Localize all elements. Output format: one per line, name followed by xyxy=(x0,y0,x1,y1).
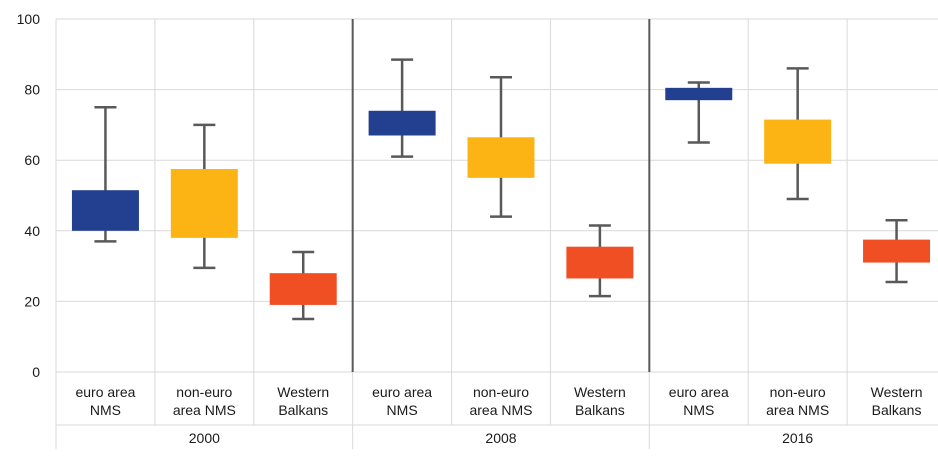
x-group-label: 2000 xyxy=(189,430,220,446)
x-category-label-line1: euro area xyxy=(372,384,432,400)
box-western-balkans xyxy=(566,246,634,279)
x-category-label-line1: euro area xyxy=(75,384,135,400)
box-non-euro-area-nms xyxy=(764,119,832,164)
x-category-label-line1: non-euro xyxy=(176,384,232,400)
x-group-label: 2008 xyxy=(485,430,516,446)
y-tick-label: 0 xyxy=(32,364,40,380)
x-category-label-line1: non-euro xyxy=(473,384,529,400)
box-non-euro-area-nms xyxy=(467,137,535,178)
x-category-label-line1: euro area xyxy=(669,384,729,400)
x-category-label-line2: area NMS xyxy=(766,402,829,418)
x-category-label-line1: non-euro xyxy=(770,384,826,400)
y-tick-label: 80 xyxy=(24,82,40,98)
x-category-label-line2: area NMS xyxy=(469,402,532,418)
x-category-label-line2: Balkans xyxy=(872,402,922,418)
box-non-euro-area-nms xyxy=(170,169,238,238)
box-euro-area-nms xyxy=(71,190,139,231)
box-euro-area-nms xyxy=(368,110,436,136)
x-category-label-line1: Western xyxy=(277,384,329,400)
x-group-label: 2016 xyxy=(782,430,813,446)
x-category-label-line1: Western xyxy=(871,384,923,400)
y-tick-label: 100 xyxy=(17,11,41,27)
x-category-label-line2: area NMS xyxy=(173,402,236,418)
box-western-balkans xyxy=(863,239,931,263)
x-category-label-line1: Western xyxy=(574,384,626,400)
y-tick-label: 20 xyxy=(24,293,40,309)
box-euro-area-nms xyxy=(665,87,733,101)
y-tick-label: 40 xyxy=(24,223,40,239)
x-category-label-line2: Balkans xyxy=(575,402,625,418)
x-category-label-line2: NMS xyxy=(90,402,121,418)
box-western-balkans xyxy=(269,273,337,305)
y-tick-label: 60 xyxy=(24,152,40,168)
x-category-label-line2: NMS xyxy=(387,402,418,418)
x-category-label-line2: NMS xyxy=(683,402,714,418)
x-category-label-line2: Balkans xyxy=(278,402,328,418)
